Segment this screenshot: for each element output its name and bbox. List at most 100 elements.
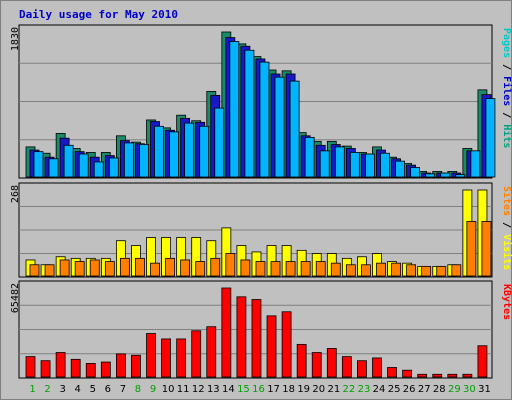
- tick-label-day-12: 12: [192, 384, 205, 395]
- bar-sites-27: [421, 265, 432, 277]
- bar-pages-23: [365, 153, 375, 178]
- bar-pages-17: [274, 76, 285, 178]
- bar-kbytes-26: [402, 369, 413, 378]
- bar-kbytes-29: [447, 373, 458, 378]
- bar-pages-2: [48, 158, 59, 178]
- tick-label-day-23: 23: [358, 384, 371, 395]
- axis-label-segment: KBytes: [501, 284, 512, 320]
- bar-pages-26: [410, 167, 421, 178]
- bar-sites-25: [391, 262, 401, 277]
- bar-kbytes-27: [417, 373, 428, 378]
- tick-label-day-31: 31: [478, 384, 491, 395]
- bar-pages-31: [485, 98, 496, 178]
- bar-kbytes-7: [115, 353, 126, 378]
- bar-kbytes-17: [266, 315, 277, 378]
- tick-label-day-5: 5: [90, 384, 96, 395]
- bar-pages-29: [455, 174, 466, 178]
- bar-kbytes-19: [296, 343, 307, 378]
- bar-pages-16: [259, 61, 270, 178]
- bar-kbytes-12: [191, 330, 202, 378]
- tick-label-day-1: 1: [29, 384, 35, 395]
- axis-label-segment: Pages: [501, 28, 512, 58]
- bar-pages-15: [244, 49, 255, 178]
- bar-pages-22: [349, 152, 360, 178]
- bar-sites-10: [165, 257, 175, 277]
- bar-pages-5: [93, 161, 104, 178]
- bar-sites-2: [44, 264, 55, 277]
- bar-sites-17: [270, 261, 281, 277]
- tick-label-day-24: 24: [373, 384, 386, 395]
- bar-kbytes-21: [326, 348, 337, 378]
- bar-sites-31: [481, 221, 492, 277]
- max-label-visits-sites: 268: [10, 185, 21, 203]
- bar-sites-18: [285, 261, 296, 277]
- bar-kbytes-23: [357, 360, 367, 378]
- bar-sites-13: [210, 257, 221, 277]
- bar-kbytes-13: [206, 326, 217, 378]
- bar-pages-24: [380, 152, 390, 178]
- tick-label-day-16: 16: [252, 384, 265, 395]
- bar-pages-3: [63, 144, 74, 178]
- tick-label-day-30: 30: [463, 384, 476, 395]
- bar-sites-23: [361, 264, 371, 277]
- tick-label-day-25: 25: [388, 384, 401, 395]
- bar-kbytes-8: [131, 354, 141, 378]
- bar-pages-21: [334, 146, 345, 178]
- tick-label-day-19: 19: [297, 384, 310, 395]
- bar-pages-20: [319, 150, 330, 178]
- bar-kbytes-4: [70, 358, 81, 378]
- axis-label-segment: Hits: [501, 124, 512, 148]
- tick-label-day-11: 11: [177, 384, 190, 395]
- bar-sites-28: [436, 265, 447, 277]
- bar-kbytes-1: [25, 356, 36, 378]
- bar-sites-24: [376, 262, 386, 277]
- bar-kbytes-24: [372, 357, 382, 378]
- tick-label-day-18: 18: [282, 384, 295, 395]
- tick-label-day-20: 20: [312, 384, 325, 395]
- bar-sites-15: [240, 259, 251, 277]
- bar-pages-19: [304, 136, 315, 178]
- bar-kbytes-3: [55, 352, 66, 378]
- bar-pages-6: [108, 157, 119, 178]
- bar-sites-29: [451, 264, 462, 277]
- bar-sites-6: [104, 261, 115, 277]
- bar-pages-30: [470, 150, 481, 178]
- bar-sites-3: [59, 259, 70, 277]
- bar-kbytes-28: [432, 373, 443, 378]
- bar-pages-28: [440, 172, 451, 178]
- bar-kbytes-5: [85, 363, 96, 378]
- bar-pages-13: [214, 107, 225, 178]
- bar-sites-19: [300, 261, 311, 277]
- tick-label-day-7: 7: [120, 384, 126, 395]
- bar-sites-12: [195, 261, 206, 277]
- bar-pages-12: [199, 125, 210, 178]
- tick-label-day-29: 29: [448, 384, 461, 395]
- tick-label-day-9: 9: [150, 384, 156, 395]
- bar-sites-20: [315, 261, 326, 277]
- axis-label-segment: /: [501, 216, 512, 234]
- axis-label-hits-files-pages: Pages / Files / Hits: [501, 28, 512, 148]
- bar-sites-22: [345, 264, 356, 277]
- bar-sites-4: [74, 261, 85, 277]
- bar-kbytes-15: [236, 296, 247, 378]
- tick-label-day-21: 21: [327, 384, 340, 395]
- axis-label-visits-sites: Sites / Visits: [501, 186, 512, 270]
- bar-sites-30: [466, 221, 477, 277]
- bar-kbytes-25: [387, 367, 397, 378]
- bar-kbytes-31: [477, 345, 488, 378]
- tick-label-day-26: 26: [403, 384, 416, 395]
- bar-kbytes-30: [462, 373, 473, 378]
- axis-label-segment: /: [501, 58, 512, 76]
- tick-label-day-22: 22: [343, 384, 356, 395]
- bar-pages-27: [425, 173, 436, 178]
- bar-pages-11: [184, 122, 195, 178]
- tick-label-day-28: 28: [433, 384, 446, 395]
- bar-pages-14: [229, 41, 240, 178]
- bar-pages-7: [123, 142, 134, 178]
- bar-kbytes-18: [281, 311, 292, 378]
- bar-pages-18: [289, 80, 300, 178]
- max-label-hits-files-pages: 1830: [10, 27, 21, 51]
- tick-label-day-10: 10: [162, 384, 175, 395]
- bar-kbytes-9: [146, 333, 156, 378]
- tick-label-day-8: 8: [135, 384, 141, 395]
